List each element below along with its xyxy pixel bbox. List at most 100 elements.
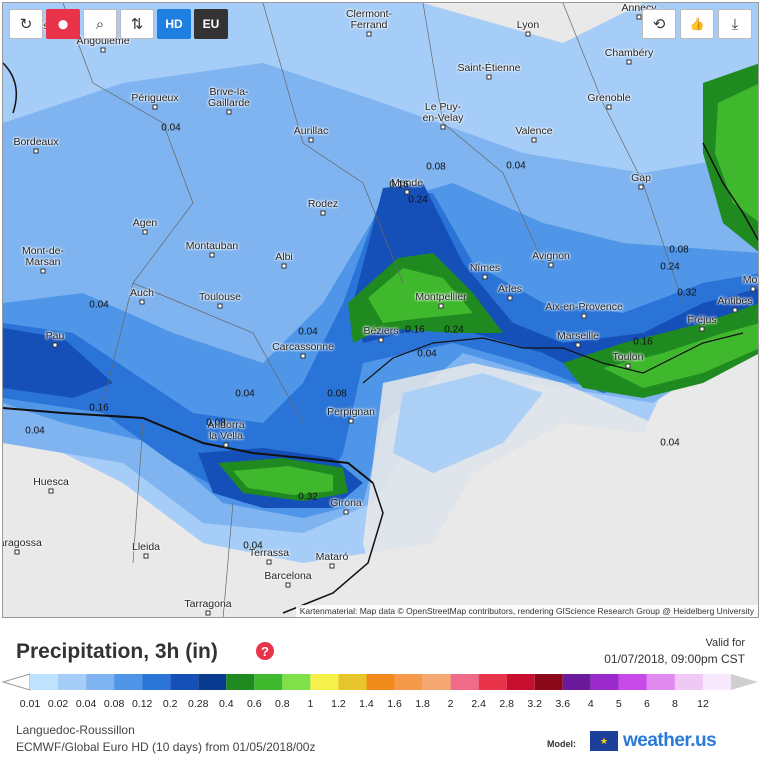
contour-value-label: 0.32 <box>298 491 318 503</box>
refresh-icon: ↻ <box>19 16 33 33</box>
legend-min-arrow <box>1 673 31 691</box>
city-label: Toulouse <box>198 291 242 303</box>
legend-tick-label: 0.2 <box>163 698 178 710</box>
city-marker <box>205 610 211 616</box>
valid-time: 01/07/2018, 09:00pm CST <box>604 652 745 666</box>
contour-value-label: 0.08 <box>206 417 226 429</box>
city-marker <box>636 14 642 20</box>
city-marker <box>100 47 106 53</box>
city-marker <box>531 137 537 143</box>
city-marker <box>548 262 554 268</box>
city-label: Carcassonne <box>272 341 334 353</box>
legend-swatch <box>366 674 395 690</box>
legend-tick-label: 1 <box>307 698 313 710</box>
legend-tick-label: 0.8 <box>275 698 290 710</box>
download-button[interactable]: ⤓ <box>718 9 752 39</box>
city-label: Pau <box>45 330 65 342</box>
legend-swatch <box>198 674 227 690</box>
page-title: Precipitation, 3h (in) <box>16 640 218 663</box>
location-button[interactable]: ⬤ <box>46 9 80 39</box>
legend-swatch <box>534 674 563 690</box>
share-icon: ⟲ <box>652 16 666 33</box>
legend-tick-label: 0.4 <box>219 698 234 710</box>
legend-swatch <box>450 674 479 690</box>
city-label: Rodez <box>307 198 339 210</box>
city-label: Andorra la Vella <box>207 419 245 442</box>
precipitation-map[interactable]: ↻ ⬤ ⌕ ⇅ HD EU ⟲ 👍 ⤓ SaintesAngoulêmeCler… <box>2 2 759 618</box>
city-label: Le Puy-en-Velay <box>422 101 464 124</box>
city-label: Barcelona <box>264 570 312 582</box>
legend-swatch <box>142 674 171 690</box>
city-marker <box>440 124 446 130</box>
refresh-button[interactable]: ↻ <box>9 9 43 39</box>
legend-tick-label: 2 <box>448 698 454 710</box>
legend-tick-label: 6 <box>644 698 650 710</box>
city-label: Toulon <box>612 351 644 363</box>
city-marker <box>404 189 410 195</box>
city-marker <box>750 286 756 292</box>
city-label: Fréjus <box>687 314 717 326</box>
city-label: Nîmes <box>469 262 501 274</box>
city-marker <box>575 342 581 348</box>
city-label: Albi <box>275 251 293 263</box>
legend-swatch <box>590 674 619 690</box>
city-label: Lleida <box>131 541 161 553</box>
city-label: Béziers <box>363 325 399 337</box>
like-button[interactable]: 👍 <box>680 9 714 39</box>
legend-tick-label: 12 <box>697 698 709 710</box>
city-marker <box>329 563 335 569</box>
contour-value-label: 0.08 <box>327 388 347 400</box>
model-label: Model: <box>547 739 576 749</box>
legend-swatch <box>338 674 367 690</box>
legend-swatch <box>702 674 731 690</box>
city-marker <box>142 229 148 235</box>
legend-tick-label: 0.08 <box>104 698 125 710</box>
legend-tick-label: 4 <box>588 698 594 710</box>
city-marker <box>308 137 314 143</box>
city-marker <box>48 488 54 494</box>
city-label: Mont-de- Marsan <box>21 245 65 268</box>
city-label: Chambéry <box>604 47 654 59</box>
city-label: Girona <box>330 497 362 509</box>
city-marker <box>285 582 291 588</box>
city-marker <box>348 418 354 424</box>
legend-tick-label: 2.8 <box>499 698 514 710</box>
sort-button[interactable]: ⇅ <box>120 9 154 39</box>
eu-region-button[interactable]: EU <box>194 9 228 39</box>
help-icon[interactable]: ? <box>256 642 274 660</box>
legend-tick-label: 0.6 <box>247 698 262 710</box>
city-label: Auch <box>130 287 154 299</box>
contour-value-label: 0.04 <box>161 122 181 134</box>
city-label: Montauban <box>185 240 239 252</box>
valid-for-label: Valid for <box>705 637 745 649</box>
legend-swatch <box>30 674 59 690</box>
legend-swatch <box>170 674 199 690</box>
legend-swatch <box>506 674 535 690</box>
legend-swatch <box>646 674 675 690</box>
legend-tick-label: 0.02 <box>48 698 69 710</box>
city-label: Agen <box>132 217 158 229</box>
legend-tick-label: 0.28 <box>188 698 209 710</box>
brand-logo[interactable]: ★ weather.us <box>590 730 717 752</box>
legend-swatch <box>562 674 591 690</box>
share-button[interactable]: ⟲ <box>642 9 676 39</box>
legend-tick-label: 3.6 <box>555 698 570 710</box>
zoom-button[interactable]: ⌕ <box>83 9 117 39</box>
city-label: Périgueux <box>131 92 179 104</box>
map-actions: ⟲ 👍 ⤓ <box>642 9 752 39</box>
model-run-info: ECMWF/Global Euro HD (10 days) from 01/0… <box>16 740 316 754</box>
city-label: Annecy <box>621 2 657 14</box>
hd-toggle-button[interactable]: HD <box>157 9 191 39</box>
legend-swatch <box>674 674 703 690</box>
map-canvas <box>3 3 758 617</box>
contour-value-label: 0.08 <box>669 244 689 256</box>
contour-value-label: 0.24 <box>444 324 464 336</box>
map-attribution: Kartenmaterial: Map data © OpenStreetMap… <box>295 605 758 617</box>
city-marker <box>606 104 612 110</box>
city-marker <box>40 268 46 274</box>
legend-tick-label: 5 <box>616 698 622 710</box>
city-marker <box>300 353 306 359</box>
city-marker <box>699 326 705 332</box>
city-label: Tarragona <box>184 598 232 610</box>
city-marker <box>626 59 632 65</box>
